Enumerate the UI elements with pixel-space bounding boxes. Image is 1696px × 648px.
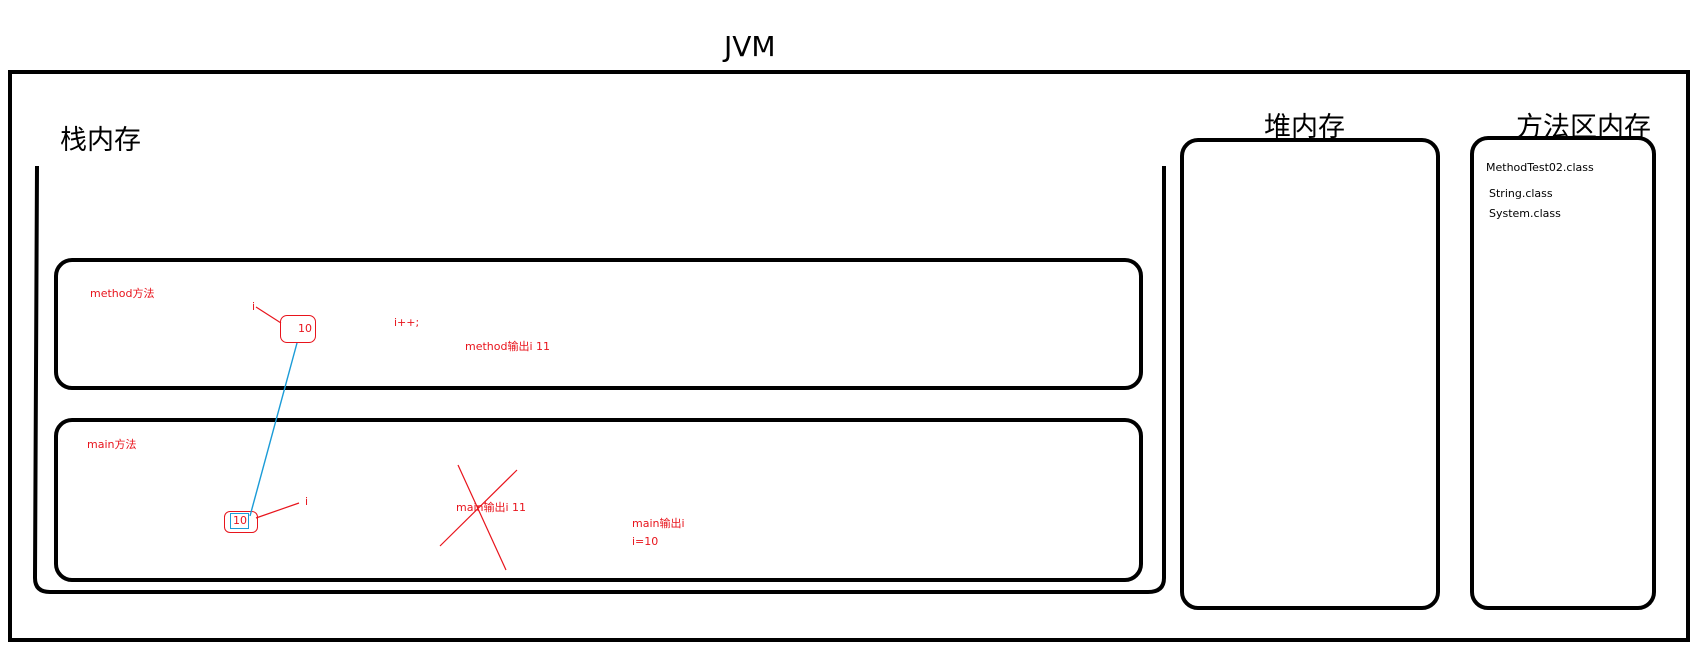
method-area-label: 方法区内存 <box>1516 112 1651 143</box>
method-var-box <box>280 315 316 343</box>
value-copy-link <box>249 342 298 517</box>
main-crossed-output: main输出i 11 <box>456 501 527 514</box>
method-var-name: i <box>252 300 256 313</box>
method-var-pointer <box>255 306 282 324</box>
main-var-box <box>224 511 258 533</box>
cross-out-stroke-1 <box>457 464 507 571</box>
method-var-value: 10 <box>298 322 312 335</box>
main-var-pointer <box>255 502 300 519</box>
cross-out-stroke-2 <box>439 469 518 547</box>
main-stack-frame <box>54 418 1143 582</box>
main-result: i=10 <box>632 535 659 548</box>
heap-label: 堆内存 <box>1264 112 1345 143</box>
main-var-inner-box <box>230 513 249 529</box>
main-output: main输出i <box>632 517 685 530</box>
method-area-item: MethodTest02.class <box>1486 161 1594 174</box>
method-area-region <box>1470 136 1656 610</box>
diagram-title: JVM <box>724 30 776 63</box>
main-frame-label: main方法 <box>87 438 137 451</box>
main-var-name: i <box>305 495 309 508</box>
heap-region <box>1180 138 1440 610</box>
jvm-frame <box>8 70 1690 642</box>
method-output: method输出i 11 <box>465 340 551 353</box>
method-frame-label: method方法 <box>90 287 155 300</box>
method-area-item: System.class <box>1489 207 1561 220</box>
method-stack-frame <box>54 258 1143 390</box>
main-var-value: 10 <box>233 514 247 527</box>
method-area-item: String.class <box>1489 187 1553 200</box>
stack-label: 栈内存 <box>60 125 141 156</box>
method-op: i++; <box>394 316 420 329</box>
